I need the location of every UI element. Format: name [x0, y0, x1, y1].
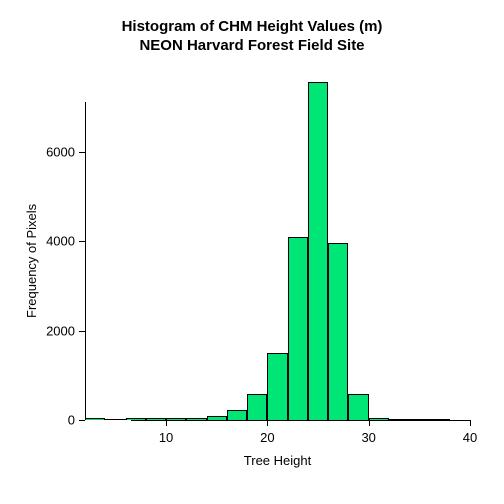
x-tick	[267, 420, 268, 426]
y-tick	[79, 331, 85, 332]
y-tick-label: 4000	[46, 234, 75, 249]
histogram-chart: Histogram of CHM Height Values (m) NEON …	[0, 0, 504, 504]
y-tick	[79, 241, 85, 242]
x-tick	[470, 420, 471, 426]
y-tick-label: 6000	[46, 144, 75, 159]
histogram-bar	[247, 394, 267, 420]
histogram-bar	[308, 82, 328, 420]
histogram-bar	[288, 237, 308, 420]
y-tick	[79, 420, 85, 421]
histogram-bar	[348, 394, 368, 420]
x-tick-label: 40	[463, 430, 477, 445]
y-tick-label: 0	[68, 413, 75, 428]
histogram-bar	[227, 410, 247, 420]
x-tick	[369, 420, 370, 426]
x-axis-line	[131, 420, 470, 421]
x-tick	[166, 420, 167, 426]
histogram-bar	[328, 243, 348, 420]
chart-title-line2: NEON Harvard Forest Field Site	[0, 37, 504, 54]
histogram-bar	[267, 353, 287, 420]
x-tick-label: 20	[260, 430, 274, 445]
y-axis-label: Frequency of Pixels	[24, 204, 39, 318]
histogram-bar	[105, 419, 125, 420]
y-tick-label: 2000	[46, 323, 75, 338]
x-tick-label: 10	[159, 430, 173, 445]
x-tick-label: 30	[361, 430, 375, 445]
chart-title-line1: Histogram of CHM Height Values (m)	[0, 18, 504, 35]
histogram-bar	[85, 418, 105, 420]
y-axis-line	[85, 102, 86, 420]
y-tick	[79, 152, 85, 153]
plot-area	[85, 80, 470, 420]
x-axis-label: Tree Height	[85, 453, 470, 468]
